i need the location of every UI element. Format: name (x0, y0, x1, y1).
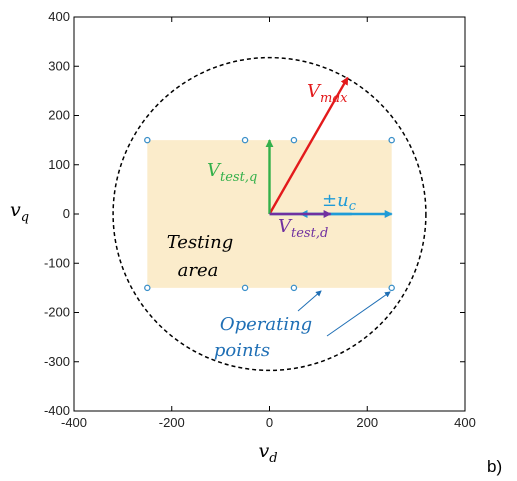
y-axis-label: vq (10, 199, 29, 225)
y-tick-label: 300 (48, 58, 70, 73)
testing-area-label-1: Testing (167, 232, 234, 253)
operating-points-pointer-2 (326, 291, 391, 337)
operating-point (241, 284, 249, 292)
operating-points (144, 136, 395, 292)
uc-label: ±uc (322, 190, 357, 214)
x-axis-label: vd (258, 440, 277, 466)
x-tick-label: -400 (61, 415, 87, 430)
vmax-label: Vmax (307, 81, 348, 106)
testing-area-label-2: area (178, 260, 219, 281)
y-tick-label: 400 (48, 9, 70, 24)
y-tick-label: -100 (44, 255, 70, 270)
y-tick-label: -300 (44, 354, 70, 369)
x-tick-label: -200 (159, 415, 185, 430)
y-tick-label: -400 (44, 403, 70, 418)
x-tick-label: 0 (266, 415, 273, 430)
operating-point (290, 284, 298, 292)
operating-point (144, 136, 151, 144)
y-tick-label: 200 (48, 108, 70, 123)
panel-label: b) (487, 457, 502, 476)
operating-points-label-2: points (214, 340, 270, 361)
axis-ticks: -400 -200 0 200 400 -400 -300 -200 -100 0 100 200 30… (44, 9, 476, 430)
operating-points-label-1: Operating (220, 314, 312, 335)
operating-point (290, 136, 298, 144)
operating-point (388, 136, 395, 144)
x-tick-label: 400 (454, 415, 476, 430)
voltage-limit-circle (112, 56, 427, 372)
vtestd-label: Vtest,d (278, 216, 328, 241)
x-tick-label: 200 (356, 415, 378, 430)
vectors (265, 76, 393, 218)
y-tick-label: 100 (48, 157, 70, 172)
vtestq-label: Vtest,q (207, 160, 257, 185)
operating-point (388, 284, 395, 292)
vmax-arrow (268, 76, 349, 215)
operating-point (241, 136, 249, 144)
y-tick-label: 0 (63, 206, 70, 221)
operating-points-pointer-1 (297, 290, 322, 312)
y-tick-label: -200 (44, 305, 70, 320)
operating-point (144, 284, 151, 292)
